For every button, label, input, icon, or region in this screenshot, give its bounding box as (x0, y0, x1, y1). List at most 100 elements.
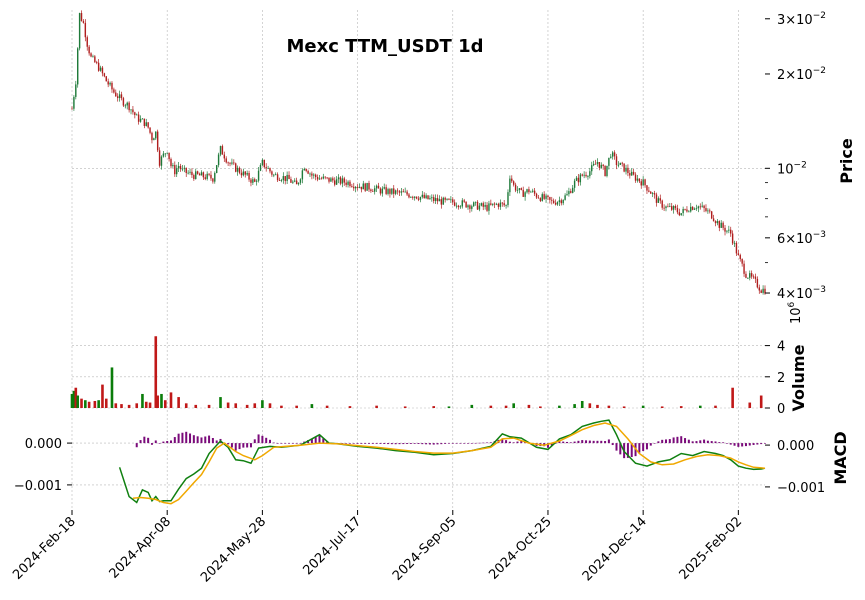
volume-bar (573, 404, 576, 408)
candle-body (94, 56, 96, 63)
candle-body (286, 174, 288, 181)
candle-body (638, 178, 641, 182)
candle-body (212, 178, 214, 182)
candle-body (554, 202, 557, 205)
macd-axis-label: MACD (831, 431, 850, 484)
candle-body (248, 173, 250, 180)
candle-body (257, 170, 260, 181)
macd-histogram-bar (729, 443, 732, 445)
candle-body (313, 174, 315, 176)
candle-body (632, 171, 635, 175)
candle-body (242, 171, 245, 176)
macd-histogram-bar (680, 436, 683, 444)
candle-body (307, 170, 309, 174)
candle-body (505, 205, 507, 206)
candle-body (383, 187, 385, 189)
volume-bar (622, 406, 626, 408)
volume-bar (163, 400, 167, 408)
candle-body (328, 177, 330, 182)
candle-body (156, 131, 159, 151)
macd-histogram-bar (596, 440, 599, 444)
candle-body (375, 185, 378, 189)
candle-body (373, 188, 376, 192)
candle-body (261, 159, 264, 165)
candle-body (151, 132, 153, 141)
candle-body (530, 191, 532, 193)
volume-bar (447, 406, 451, 408)
volume-bar (226, 402, 230, 408)
candle-body (653, 193, 656, 195)
macd-histogram-bar (714, 441, 717, 444)
candle-body (415, 196, 418, 199)
candle-body (640, 181, 642, 186)
macd-histogram-bar (196, 436, 199, 444)
candle-body (162, 153, 165, 157)
macd-histogram-bar (345, 443, 348, 444)
candle-body (606, 165, 608, 177)
candle-body (509, 178, 511, 193)
candle-body (672, 206, 675, 210)
candle-body (545, 195, 547, 199)
candle-body (707, 210, 709, 212)
candle-body (181, 168, 184, 170)
candle-body (78, 13, 81, 49)
candle-body (686, 209, 688, 212)
candle-body (158, 150, 161, 166)
candle-body (196, 171, 199, 174)
candle-body (330, 178, 332, 182)
macd-histogram-bar (489, 442, 492, 444)
candle-body (442, 197, 444, 205)
candle-body (712, 218, 715, 222)
candle-body (84, 22, 87, 38)
macd-histogram-bar (253, 439, 256, 444)
candle-body (316, 177, 319, 180)
candle-body (745, 273, 747, 278)
macd-histogram-bar (604, 441, 607, 444)
candle-body (290, 179, 292, 183)
candle-body (591, 165, 593, 172)
candle-body (341, 178, 344, 184)
macd-histogram-bar (558, 441, 561, 444)
candle-body (276, 174, 279, 181)
candle-body (575, 177, 578, 181)
candle-body (589, 171, 591, 177)
candle-body (532, 190, 534, 192)
candle-body (600, 164, 602, 168)
candle-body (259, 164, 262, 171)
candle-body (147, 122, 149, 128)
macd-histogram-bar (170, 440, 172, 444)
macd-histogram-bar (154, 440, 157, 444)
candle-body (446, 198, 448, 200)
macd-histogram-bar (177, 433, 180, 444)
macd-histogram-bar (227, 443, 230, 445)
candle-body (219, 146, 222, 155)
candle-body (754, 276, 757, 279)
candle-body (710, 211, 713, 219)
volume-bar (110, 367, 114, 408)
candle-body (552, 200, 555, 203)
signal-line (132, 422, 766, 505)
macd-histogram-bar (546, 443, 549, 448)
macd-histogram-bar (417, 443, 420, 444)
candle-body (99, 67, 102, 71)
price-panel (71, 10, 766, 295)
macd-histogram-bar (569, 442, 572, 444)
candle-body (756, 278, 759, 288)
macd-histogram-bar (402, 443, 405, 445)
candle-body (358, 186, 361, 188)
candle-body (349, 181, 351, 187)
candle-body (499, 202, 502, 207)
candle-body (185, 167, 187, 173)
candle-body (650, 191, 652, 194)
volume-bar (580, 400, 584, 408)
candle-body (440, 199, 443, 205)
candle-body (507, 192, 509, 206)
candle-body (335, 179, 338, 185)
macd-histogram-bar (269, 439, 271, 444)
macd-histogram-bar (272, 442, 275, 444)
candle-body (318, 178, 321, 180)
candle-body (651, 193, 654, 194)
macd-histogram-bar (512, 442, 515, 444)
macd-histogram-bar (501, 438, 504, 444)
volume-exponent-label: 106 (787, 301, 804, 324)
